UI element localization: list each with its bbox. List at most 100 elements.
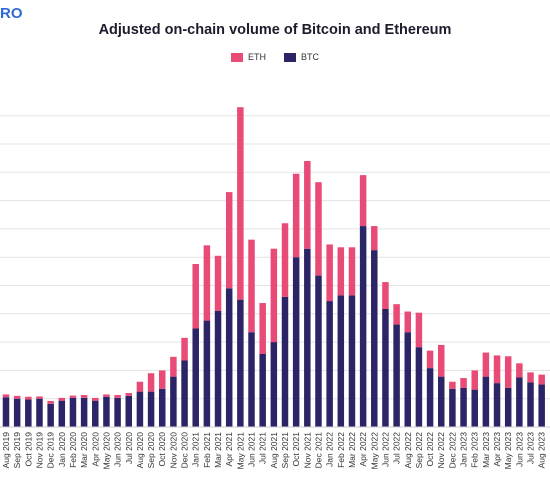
x-tick-label: Feb 2022 (336, 432, 346, 468)
bar-btc (292, 257, 300, 427)
bar-btc (259, 353, 266, 427)
x-tick-label: Mar 2020 (79, 432, 89, 468)
bar-btc (92, 400, 99, 427)
bar-eth (382, 282, 389, 309)
bar-eth (437, 344, 445, 377)
chart-legend: ETH BTC (0, 52, 550, 62)
x-tick-label: Feb 2023 (470, 432, 480, 468)
bar-btc (69, 397, 77, 427)
bar-eth (80, 395, 88, 398)
bar-btc (315, 275, 322, 427)
x-tick-label: Oct 2021 (291, 432, 301, 467)
x-tick-label: Jul 2023 (526, 432, 536, 464)
bar-btc (125, 395, 133, 427)
bar-btc (237, 299, 244, 427)
x-tick-label: Sep 2021 (280, 432, 290, 469)
bar-eth (326, 244, 333, 302)
bar-btc (181, 360, 188, 427)
x-tick-label: Aug 2019 (1, 432, 11, 469)
bar-eth (359, 175, 367, 227)
x-tick-label: Aug 2020 (135, 432, 145, 469)
legend-item-btc: BTC (284, 52, 319, 62)
bar-eth (482, 352, 490, 377)
bar-eth (393, 304, 400, 325)
x-tick-label: Mar 2023 (481, 432, 491, 468)
bar-eth (248, 239, 255, 333)
bar-eth (315, 182, 322, 276)
x-tick-label: Nov 2021 (302, 432, 312, 469)
bar-eth (270, 248, 278, 343)
x-tick-label: Apr 2022 (358, 432, 368, 467)
x-tick-label: May 2021 (235, 432, 245, 470)
bar-btc (371, 250, 378, 427)
legend-item-eth: ETH (231, 52, 266, 62)
bar-eth (192, 263, 199, 329)
x-tick-label: Jul 2022 (392, 432, 402, 464)
bar-btc (103, 396, 110, 427)
bar-btc (270, 342, 278, 427)
x-tick-label: Aug 2021 (269, 432, 279, 469)
bar-btc (337, 295, 345, 427)
bar-btc (538, 384, 545, 427)
bar-btc (382, 308, 389, 427)
bar-eth (214, 255, 222, 311)
bar-btc (36, 398, 43, 427)
x-tick-label: Sep 2022 (414, 432, 424, 469)
brand-logo-text: RO (0, 5, 23, 22)
bar-eth (504, 356, 512, 388)
bar-eth (304, 160, 311, 249)
legend-swatch-eth (231, 52, 243, 62)
bar-btc (516, 377, 523, 427)
bar-btc (393, 324, 400, 427)
bar-btc (326, 301, 333, 427)
bar-btc (527, 382, 534, 427)
bar-eth (36, 396, 43, 399)
bar-btc (504, 387, 512, 427)
x-tick-label: Jul 2020 (124, 432, 134, 464)
bar-eth (516, 363, 523, 378)
bar-btc (348, 295, 356, 427)
bar-btc (2, 397, 10, 427)
bar-btc (136, 391, 144, 427)
bar-btc (225, 288, 233, 427)
bar-btc (482, 376, 490, 427)
bar-eth (460, 378, 467, 388)
bar-btc (214, 310, 222, 427)
bar-btc (460, 387, 467, 427)
x-tick-label: May 2022 (369, 432, 379, 470)
bar-eth (538, 374, 545, 385)
bar-eth (92, 397, 99, 401)
x-tick-label: Feb 2021 (202, 432, 212, 468)
bar-eth (527, 372, 534, 383)
bar-btc (25, 399, 32, 427)
x-tick-label: Dec 2022 (447, 432, 457, 469)
x-tick-label: Dec 2020 (180, 432, 190, 469)
bar-eth (237, 107, 244, 300)
x-tick-label: Jun 2022 (380, 432, 390, 467)
x-tick-label: Oct 2022 (425, 432, 435, 467)
bar-btc (248, 332, 255, 427)
bar-eth (47, 400, 54, 404)
x-tick-label: Jan 2022 (325, 432, 335, 467)
x-tick-label: Dec 2019 (46, 432, 56, 469)
bar-eth (281, 223, 289, 297)
bar-btc (192, 328, 199, 427)
x-tick-label: Oct 2020 (157, 432, 167, 467)
x-tick-label: Jan 2021 (191, 432, 201, 467)
legend-swatch-btc (284, 52, 296, 62)
x-tick-label: Sep 2019 (12, 432, 22, 469)
bar-eth (136, 381, 144, 392)
bar-btc (493, 383, 501, 427)
bar-eth (170, 356, 177, 377)
x-tick-label: Jul 2021 (258, 432, 268, 464)
x-tick-label: Jan 2020 (57, 432, 67, 467)
bar-btc (114, 397, 121, 427)
x-tick-label: Apr 2020 (90, 432, 100, 467)
bar-eth (103, 394, 110, 397)
x-tick-label: Nov 2022 (436, 432, 446, 469)
bar-btc (426, 368, 434, 427)
x-tick-label: Apr 2023 (492, 432, 502, 467)
x-tick-label: Nov 2020 (168, 432, 178, 469)
legend-label-btc: BTC (301, 52, 319, 62)
